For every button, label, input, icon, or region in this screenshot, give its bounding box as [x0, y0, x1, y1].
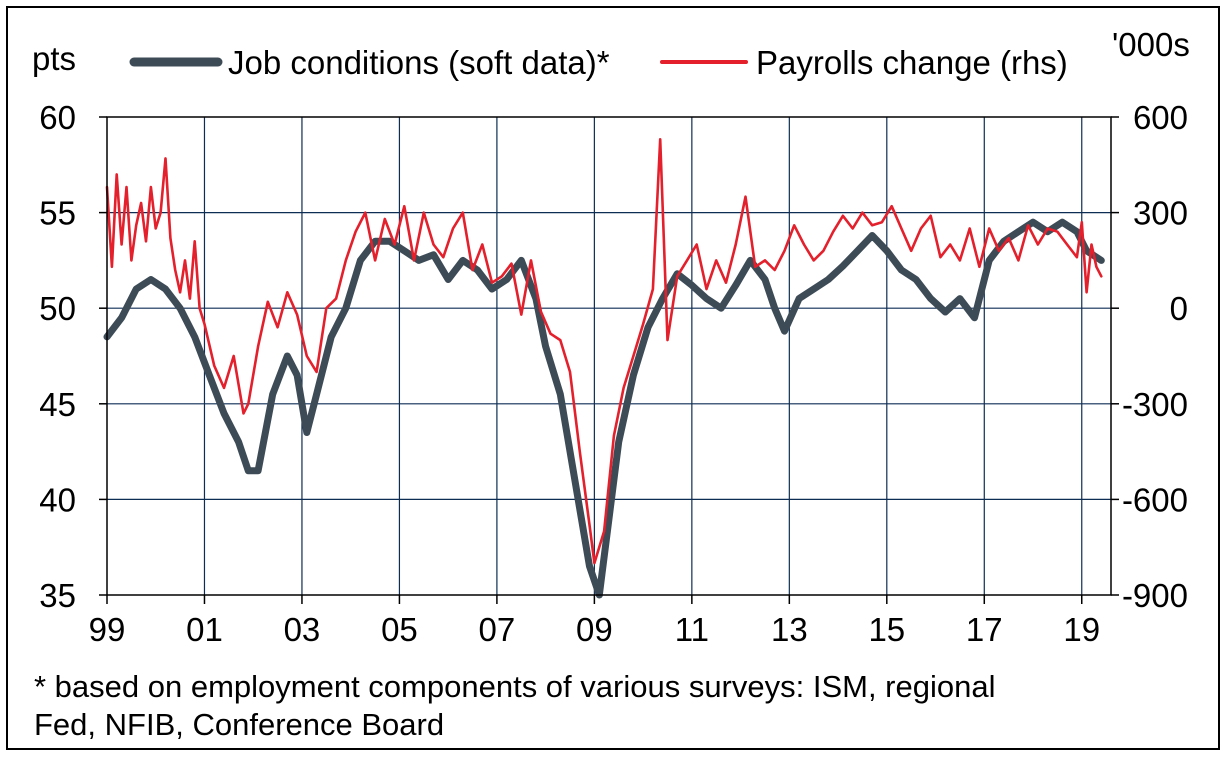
- right-tick-label: -600: [1122, 481, 1188, 518]
- legend-label-payrolls: Payrolls change (rhs): [756, 44, 1068, 81]
- left-tick-label: 40: [39, 481, 76, 518]
- footnote-line-2: Fed, NFIB, Conference Board: [34, 707, 444, 742]
- right-tick-label: 600: [1133, 99, 1188, 136]
- plot-area-border: [106, 116, 1112, 596]
- left-tick-label: 60: [39, 99, 76, 136]
- x-tick-label: 05: [381, 611, 418, 648]
- left-tick-label: 50: [39, 290, 76, 327]
- legend: Job conditions (soft data)* Payrolls cha…: [129, 44, 1068, 81]
- legend-label-job-conditions: Job conditions (soft data)*: [228, 44, 610, 81]
- right-tick-label: 300: [1133, 195, 1188, 232]
- x-tick-label: 15: [868, 611, 905, 648]
- x-tick-label: 07: [479, 611, 516, 648]
- series-job-conditions-line: [103, 218, 1105, 599]
- footnote-line-1: * based on employment components of vari…: [34, 669, 995, 704]
- left-tick-label: 45: [39, 386, 76, 423]
- x-tick-label: 11: [675, 611, 709, 648]
- right-axis-unit: '000s: [1112, 26, 1190, 63]
- x-tick-label: 99: [89, 611, 126, 648]
- x-tick-label: 13: [771, 611, 808, 648]
- right-tick-label: 0: [1170, 290, 1188, 327]
- left-axis-unit: pts: [32, 40, 76, 77]
- x-tick-label: 19: [1063, 611, 1100, 648]
- left-tick-label: 55: [39, 195, 76, 232]
- x-tick-label: 03: [284, 611, 321, 648]
- right-tick-label: -900: [1122, 577, 1188, 614]
- x-tick-label: 17: [966, 611, 1003, 648]
- tick-labels: 99 01 03 05 07 09 11 13 15 17 19 60 55 50 45 40 35 600 300…: [39, 99, 1188, 648]
- left-tick-label: 35: [39, 577, 76, 614]
- series-payrolls-line: [105, 138, 1103, 565]
- x-tick-label: 01: [186, 611, 223, 648]
- right-tick-label: -300: [1122, 386, 1188, 423]
- x-tick-label: 09: [576, 611, 613, 648]
- series-layer: [103, 138, 1105, 599]
